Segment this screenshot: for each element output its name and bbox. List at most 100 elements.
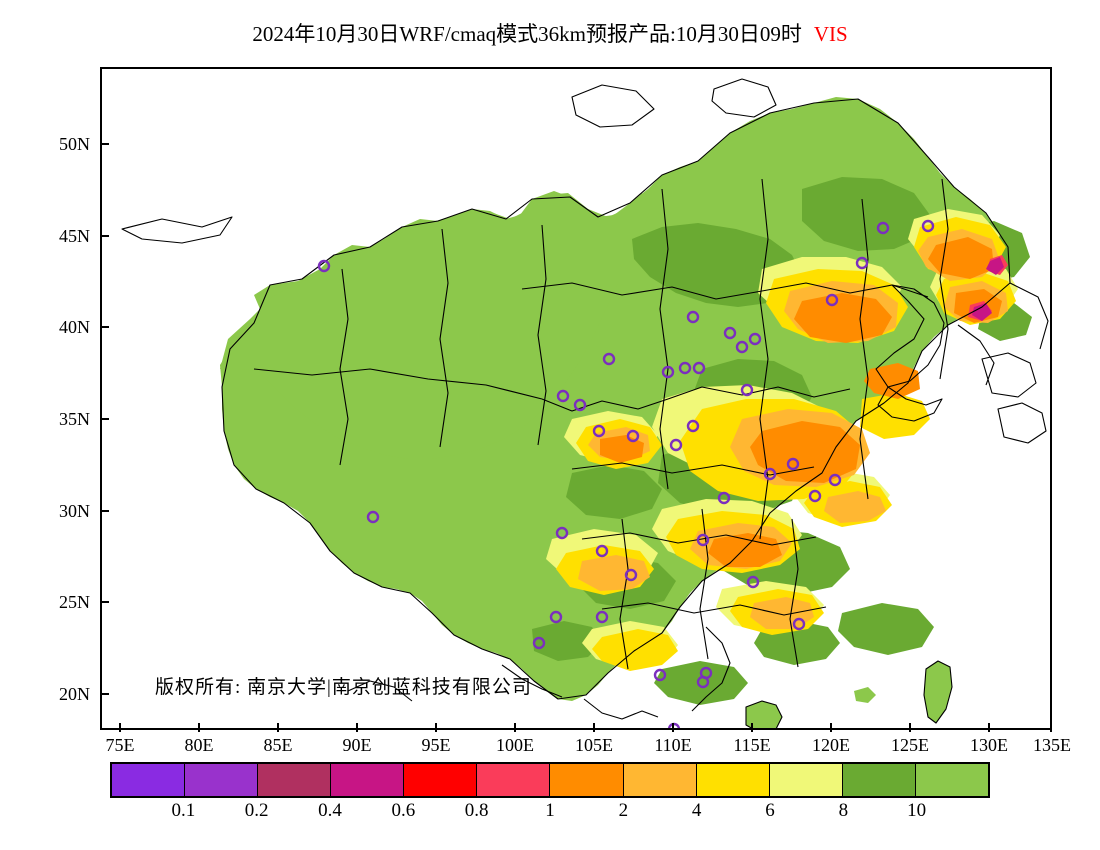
x-tick-mark	[198, 723, 200, 732]
colorbar-segment	[696, 764, 770, 796]
station-marker	[626, 429, 640, 443]
colorbar-segment	[842, 764, 916, 796]
y-tick-label: 30N	[59, 501, 90, 521]
colorbar-tick-label: 10	[907, 800, 927, 821]
station-marker	[573, 398, 587, 412]
station-marker	[549, 610, 563, 624]
station-marker	[592, 424, 606, 438]
station-marker	[735, 340, 749, 354]
x-tick-mark	[672, 723, 674, 732]
colorbar-tick-label: 6	[765, 800, 775, 821]
colorbar-tick-label: 2	[618, 800, 629, 821]
y-tick-label: 45N	[59, 226, 90, 246]
station-marker	[595, 610, 609, 624]
field-se-bits	[854, 687, 876, 703]
colorbar	[110, 762, 990, 798]
x-tick-label: 90E	[342, 735, 372, 755]
colorbar-tick-label: 0.8	[464, 800, 489, 821]
x-tick-mark	[988, 723, 990, 732]
station-marker	[717, 491, 731, 505]
station-marker	[808, 489, 822, 503]
colorbar-tick-label: 8	[838, 800, 849, 821]
station-marker	[692, 361, 706, 375]
station-marker	[828, 473, 842, 487]
chart-title: 2024年10月30日WRF/cmaq模式36km预报产品:10月30日09时 V…	[0, 18, 1100, 48]
colorbar-tick-label: 0.4	[318, 800, 342, 821]
station-marker	[595, 544, 609, 558]
x-tick-label: 80E	[184, 735, 214, 755]
title-variable-text: VIS	[813, 22, 848, 46]
y-tick-mark	[100, 601, 109, 603]
field-0p4to0p6	[972, 257, 1004, 321]
y-tick-label: 50N	[59, 134, 90, 154]
station-marker	[602, 352, 616, 366]
x-tick-mark	[514, 723, 516, 732]
x-tick-mark	[1050, 723, 1052, 732]
station-marker	[556, 389, 570, 403]
x-tick-label: 110E	[654, 735, 692, 755]
x-tick-label: 130E	[970, 735, 1008, 755]
station-marker	[746, 575, 760, 589]
y-tick-mark	[100, 693, 109, 695]
station-marker	[740, 383, 754, 397]
colorbar-segment	[623, 764, 697, 796]
visibility-field	[220, 97, 1032, 728]
y-tick-mark	[100, 510, 109, 512]
x-tick-label: 75E	[105, 735, 135, 755]
station-marker	[667, 722, 681, 728]
station-marker	[825, 293, 839, 307]
x-tick-label: 135E	[1033, 735, 1071, 755]
colorbar-segment	[550, 764, 624, 796]
station-marker	[678, 361, 692, 375]
x-tick-label: 115E	[733, 735, 771, 755]
y-tick-label: 25N	[59, 592, 90, 612]
station-marker	[555, 526, 569, 540]
y-tick-label: 35N	[59, 409, 90, 429]
x-tick-mark	[119, 723, 121, 732]
station-marker	[921, 219, 935, 233]
x-tick-mark	[356, 723, 358, 732]
station-marker	[786, 457, 800, 471]
title-main-text: 2024年10月30日WRF/cmaq模式36km预报产品:10月30日09时	[252, 22, 802, 46]
field-west-gt10	[220, 193, 650, 459]
field-hainan	[746, 701, 782, 728]
x-tick-label: 125E	[891, 735, 929, 755]
x-tick-label: 85E	[263, 735, 293, 755]
station-marker	[653, 668, 667, 682]
colorbar-segment	[915, 764, 988, 796]
x-tick-mark	[593, 723, 595, 732]
station-marker	[686, 419, 700, 433]
x-tick-label: 120E	[812, 735, 850, 755]
station-marker	[696, 675, 710, 689]
colorbar-segment	[185, 764, 259, 796]
station-marker	[624, 568, 638, 582]
x-tick-mark	[277, 723, 279, 732]
x-tick-label: 100E	[496, 735, 534, 755]
x-tick-mark	[909, 723, 911, 732]
map-canvas	[121, 78, 1049, 728]
colorbar-tick-label: 4	[691, 800, 702, 821]
station-marker	[669, 438, 683, 452]
colorbar-segment	[477, 764, 551, 796]
station-marker	[748, 332, 762, 346]
administrative-boundaries	[121, 78, 1049, 728]
x-tick-label: 105E	[575, 735, 613, 755]
station-marker	[686, 310, 700, 324]
colorbar-tick-label: 1	[545, 800, 555, 821]
x-tick-mark	[830, 723, 832, 732]
field-1to2	[600, 237, 1002, 567]
colorbar-segment	[258, 764, 332, 796]
colorbar-segment	[112, 764, 186, 796]
y-tick-mark	[100, 143, 109, 145]
station-marker	[317, 259, 331, 273]
station-marker	[532, 636, 546, 650]
colorbar-segment	[331, 764, 405, 796]
colorbar-segment	[404, 764, 478, 796]
x-tick-mark	[435, 723, 437, 732]
field-taiwan	[924, 661, 952, 723]
y-tick-label: 20N	[59, 684, 90, 704]
station-marker	[855, 256, 869, 270]
station-marker	[696, 533, 710, 547]
station-marker	[792, 617, 806, 631]
